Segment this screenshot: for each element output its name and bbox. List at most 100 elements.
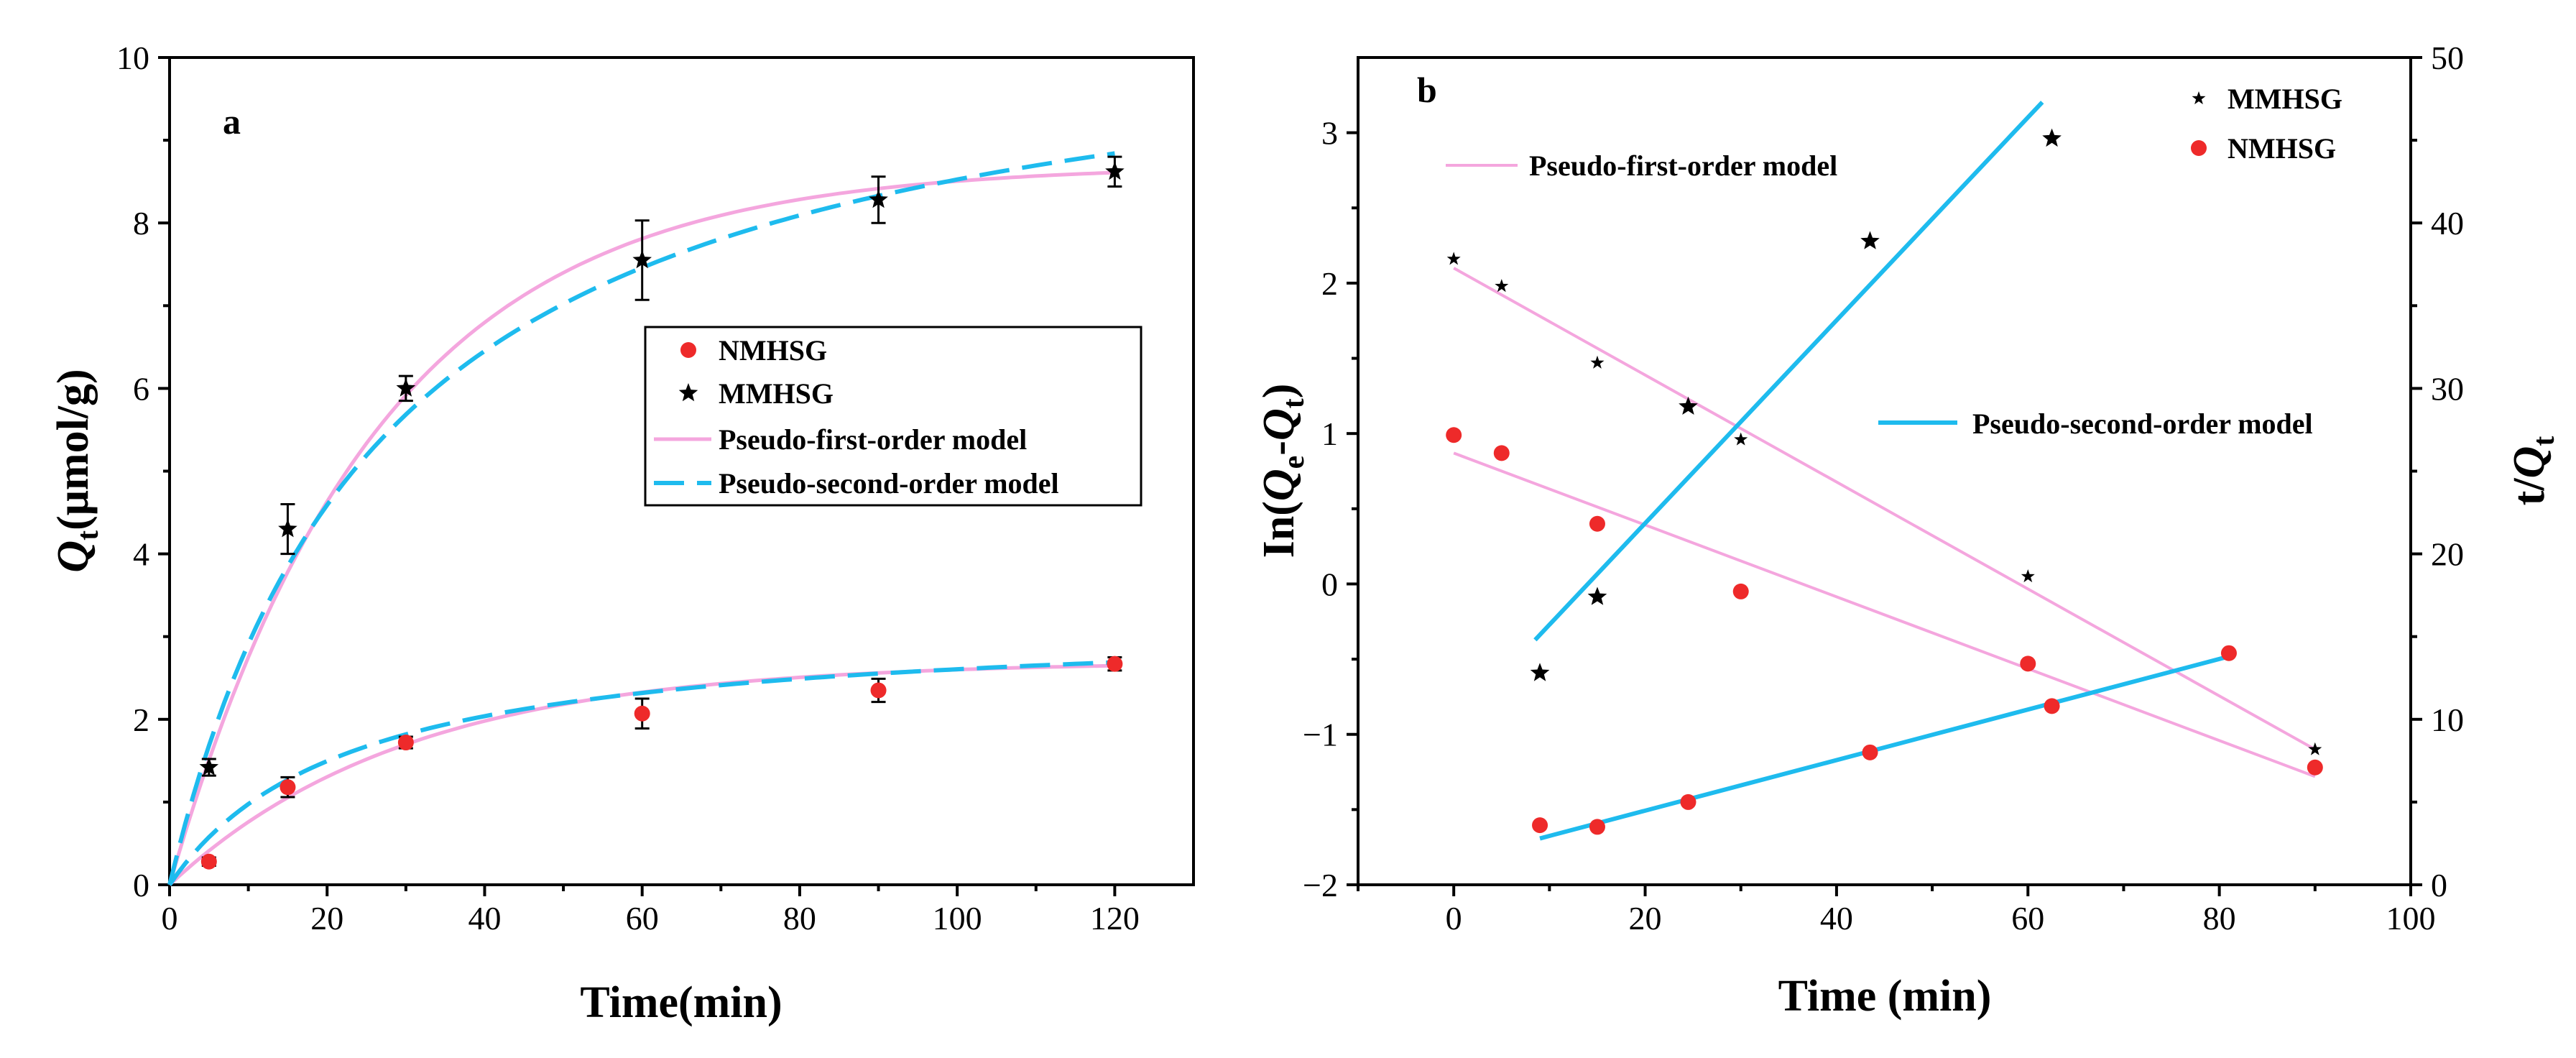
nmhsg-point [2307, 759, 2323, 776]
panel-b-label: b [1417, 70, 1437, 110]
x-tick-label: 0 [162, 900, 178, 937]
mmhsg-point [1860, 231, 1880, 249]
panel-a: 0 20 40 60 80 100 120 0 2 4 6 8 10 a Time(min) Qt(μm… [49, 40, 1195, 1027]
left-y-tick-label: −2 [1303, 867, 1338, 903]
mmhsg-point [2308, 742, 2322, 755]
x-tick-label: 80 [783, 900, 816, 937]
nmhsg-point [2044, 698, 2060, 714]
mmhsg-point [1495, 279, 1509, 293]
legend-b-nmhsg-label: NMHSG [2228, 132, 2336, 165]
right-y-tick-label: 20 [2431, 536, 2464, 573]
left-y-tick-label: 3 [1321, 115, 1338, 152]
mmhsg-point [2021, 569, 2035, 583]
left-y-title-prefix: In( [1255, 501, 1303, 558]
right-y-tick-label: 0 [2431, 867, 2447, 903]
right-y-tick-label: 50 [2431, 40, 2464, 76]
nmhsg-point [280, 779, 296, 796]
mmhsg-point [632, 250, 652, 269]
y-tick-label: 2 [133, 702, 149, 738]
x-tick-label: 20 [1629, 900, 1662, 937]
panel-a-y-axis-title: Qt(μmol/g) [49, 369, 105, 572]
nmhsg-point [2020, 656, 2036, 672]
left-y-tick-label: −1 [1303, 717, 1338, 753]
mmhsg-point [1105, 161, 1125, 180]
panel-a-legend: NMHSG MMHSG Pseudo-first-order model Pse… [644, 326, 1142, 507]
pso-curve-nmhsg [167, 660, 1115, 886]
y-tick-label: 10 [116, 40, 149, 76]
pso-mmhsg-fit-line [1533, 101, 2044, 642]
panel-b-right-y-axis-title: t/Qt [2505, 436, 2561, 506]
right-y-tick-label: 30 [2431, 370, 2464, 407]
panel-b-data-points [1446, 128, 2323, 835]
mmhsg-point [396, 378, 416, 397]
nmhsg-point [2220, 645, 2237, 661]
left-y-tick-label: 1 [1321, 415, 1338, 452]
pso-curve-mmhsg [167, 151, 1115, 886]
pso-annotation-label: Pseudo-second-order model [1972, 408, 2313, 440]
legend-mmhsg-marker [678, 383, 698, 402]
mmhsg-point [278, 519, 297, 538]
y-tick-label: 0 [133, 867, 149, 903]
mmhsg-point [1679, 396, 1698, 415]
right-y-title-s: t [2528, 436, 2561, 446]
left-y-title-s1: e [1278, 456, 1311, 469]
legend-pso-label: Pseudo-second-order model [719, 467, 1059, 500]
legend-mmhsg-label: MMHSG [719, 377, 834, 410]
nmhsg-point [1493, 445, 1510, 461]
mmhsg-point [1530, 663, 1550, 681]
mmhsg-point [1587, 586, 1607, 605]
x-tick-label: 60 [626, 900, 659, 937]
legend-nmhsg-marker [680, 342, 696, 358]
x-tick-label: 120 [1090, 900, 1140, 937]
nmhsg-point [1589, 515, 1605, 532]
x-tick-label: 0 [1446, 900, 1462, 937]
nmhsg-point [1589, 819, 1605, 835]
pso-annotation: Pseudo-second-order model [1878, 408, 2313, 440]
x-tick-label: 60 [2011, 900, 2044, 937]
legend-b-nmhsg-marker [2191, 140, 2207, 156]
nmhsg-point [200, 853, 217, 870]
right-y-tick-label: 10 [2431, 702, 2464, 738]
right-y-tick-label: 40 [2431, 205, 2464, 242]
x-tick-label: 20 [310, 900, 343, 937]
panel-b-legend: MMHSG NMHSG [2191, 83, 2342, 165]
panel-a-label: a [223, 101, 241, 142]
x-tick-label: 40 [468, 900, 501, 937]
pso-nmhsg-fit-line [1539, 654, 2230, 841]
legend-b-mmhsg-marker [2192, 91, 2206, 105]
panel-a-x-axis-title: Time(min) [580, 978, 782, 1027]
nmhsg-point [870, 682, 887, 699]
legend-b-mmhsg-label: MMHSG [2228, 83, 2342, 115]
mmhsg-point [869, 190, 888, 208]
x-tick-label: 40 [1820, 900, 1853, 937]
nmhsg-point [1732, 583, 1749, 599]
pfo-mmhsg-fit-line [1453, 267, 2316, 751]
legend-nmhsg-label: NMHSG [719, 334, 827, 367]
panel-b-left-y-axis-title: In(Qe-Qt) [1255, 384, 1311, 558]
left-y-tick-label: 2 [1321, 265, 1338, 302]
x-tick-label: 100 [2386, 900, 2436, 937]
nmhsg-point [1862, 744, 1878, 760]
panel-a-ticks: 0 20 40 60 80 100 120 0 2 4 6 8 10 [116, 40, 1140, 937]
left-y-title-dash: - [1255, 441, 1303, 456]
mmhsg-point [1734, 432, 1748, 446]
left-y-title-q2: Q [1255, 408, 1303, 441]
nmhsg-point [1107, 656, 1123, 672]
nmhsg-point [634, 705, 650, 722]
y-tick-label: 8 [133, 205, 149, 242]
nmhsg-point [397, 735, 414, 751]
legend-box [644, 326, 1142, 507]
panel-b-plot-frame [1357, 56, 2412, 886]
nmhsg-point [1680, 794, 1696, 810]
legend-pfo-label: Pseudo-first-order model [719, 423, 1027, 456]
panel-a-y-title-q: Q [49, 540, 98, 573]
panel-a-y-title-sub: t [72, 530, 105, 540]
x-tick-label: 100 [933, 900, 982, 937]
right-y-title-q: Q [2505, 446, 2554, 479]
panel-a-data-points [199, 155, 1125, 870]
left-y-title-s2: t [1278, 398, 1311, 408]
panel-b-fit-lines [1453, 101, 2316, 841]
left-y-tick-label: 0 [1321, 566, 1338, 602]
